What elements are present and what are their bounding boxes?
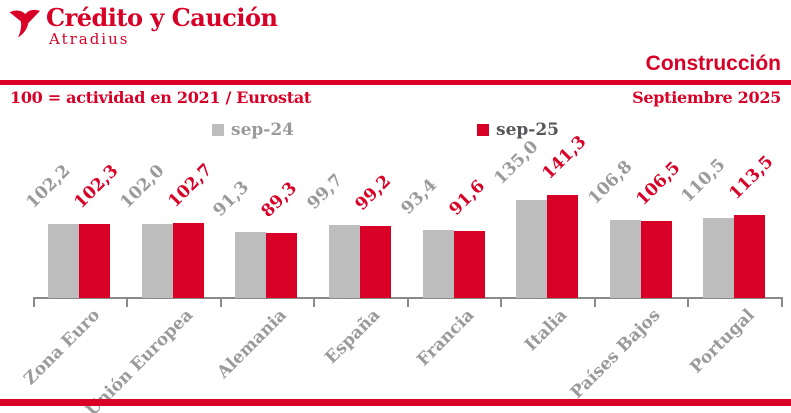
bar-sep-25-italia bbox=[547, 195, 578, 298]
bar-sep-24-union-europea bbox=[141, 223, 173, 298]
value-label-sep-24-portugal: 110,5 bbox=[677, 154, 730, 207]
bar-sep-24-espana bbox=[328, 225, 360, 298]
value-label-sep-25-union-europea: 102,7 bbox=[164, 160, 217, 212]
value-label-sep-25-paises-bajos: 106,5 bbox=[632, 157, 684, 210]
value-label-sep-25-zona-euro: 102,3 bbox=[70, 160, 123, 213]
category-label-paises-bajos: Países Bajos bbox=[567, 305, 666, 403]
legend-item-sep-24: sep-24 bbox=[212, 120, 294, 140]
axis-tick bbox=[219, 297, 222, 307]
report-date: Septiembre 2025 bbox=[632, 88, 781, 107]
legend-label-sep-25: sep-25 bbox=[496, 120, 559, 140]
value-label-sep-25-italia: 141,3 bbox=[538, 132, 591, 184]
value-label-sep-25-alemania: 89,3 bbox=[257, 178, 302, 222]
section-title: Construcción bbox=[645, 52, 781, 75]
sep-24-swatch-icon bbox=[212, 124, 224, 136]
value-label-sep-25-portugal: 113,5 bbox=[725, 152, 778, 205]
bar-sep-24-portugal bbox=[703, 217, 735, 298]
value-label-sep-24-union-europea: 102,0 bbox=[116, 160, 169, 213]
axis-tick bbox=[500, 297, 503, 307]
axis-tick bbox=[780, 297, 783, 307]
category-label-portugal: Portugal bbox=[686, 305, 759, 378]
logo-icon bbox=[9, 9, 40, 38]
value-label-sep-24-alemania: 91,3 bbox=[209, 176, 254, 221]
bar-sep-25-portugal bbox=[734, 215, 766, 298]
axis-tick bbox=[313, 297, 316, 307]
value-label-sep-24-italia: 135,0 bbox=[490, 136, 543, 189]
bar-sep-25-zona-euro bbox=[79, 223, 111, 298]
value-label-sep-24-francia: 93,4 bbox=[397, 175, 441, 219]
bar-sep-25-union-europea bbox=[172, 223, 204, 298]
logo-title: Crédito y Caución bbox=[46, 3, 278, 32]
category-label-francia: Francia bbox=[412, 305, 478, 371]
bar-sep-24-alemania bbox=[235, 231, 267, 298]
bar-sep-25-espana bbox=[359, 225, 391, 298]
axis-tick bbox=[593, 297, 596, 307]
logo-text: Crédito y Caución Atradius bbox=[46, 3, 278, 48]
bar-sep-24-paises-bajos bbox=[609, 220, 641, 298]
category-label-zona-euro: Zona Euro bbox=[19, 305, 104, 390]
value-label-sep-25-francia: 91,6 bbox=[445, 176, 489, 221]
bar-sep-24-francia bbox=[422, 230, 454, 298]
legend-label-sep-24: sep-24 bbox=[231, 120, 294, 140]
chart-note: 100 = actividad en 2021 / Eurostat bbox=[10, 88, 311, 107]
category-label-espana: España bbox=[321, 305, 385, 369]
logo-subtitle: Atradius bbox=[49, 30, 130, 48]
axis-tick bbox=[687, 297, 690, 307]
value-label-sep-25-espana: 99,2 bbox=[351, 171, 395, 215]
category-label-italia: Italia bbox=[521, 305, 572, 356]
top-divider bbox=[0, 80, 791, 85]
bar-sep-25-paises-bajos bbox=[640, 220, 672, 298]
logo: Crédito y Caución Atradius bbox=[8, 3, 278, 48]
bar-sep-25-alemania bbox=[266, 233, 298, 298]
bar-sep-25-francia bbox=[453, 231, 485, 298]
axis-tick bbox=[126, 297, 128, 307]
bottom-divider bbox=[0, 399, 791, 406]
axis-tick bbox=[406, 297, 409, 307]
axis-tick bbox=[32, 297, 35, 307]
sep-25-swatch-icon bbox=[477, 124, 489, 136]
legend-item-sep-25: sep-25 bbox=[477, 120, 559, 140]
value-label-sep-24-paises-bajos: 106,8 bbox=[584, 157, 636, 209]
value-label-sep-24-zona-euro: 102,2 bbox=[22, 160, 75, 213]
bar-sep-24-italia bbox=[516, 199, 547, 298]
bar-sep-24-zona-euro bbox=[48, 223, 80, 298]
value-label-sep-24-espana: 99,7 bbox=[303, 170, 347, 215]
category-label-alemania: Alemania bbox=[213, 305, 291, 383]
